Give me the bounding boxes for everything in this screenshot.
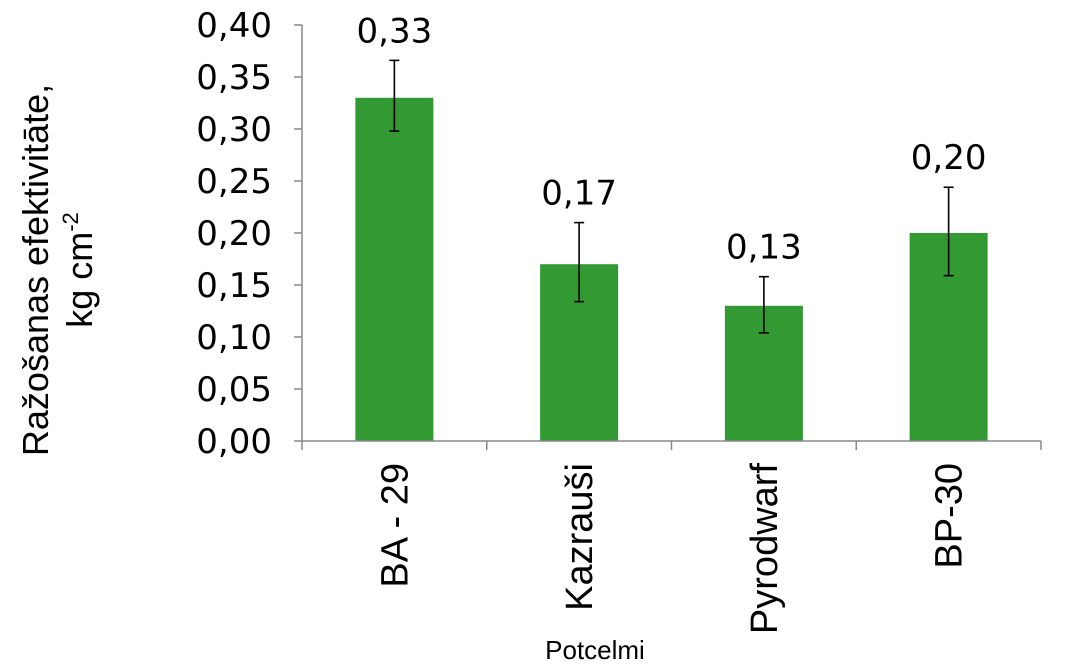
data-label: 0,13 (726, 228, 802, 268)
bar (355, 97, 434, 442)
data-label: 0,20 (911, 138, 987, 178)
axes-layer (301, 25, 1042, 450)
y-tick-label: 0,20 (196, 214, 272, 254)
x-axis-categories: BA - 29 Kazrauši Pyrodwarf BP-30 (374, 463, 970, 634)
y-axis-title: Ražošanas efektivitāte, kg cm-2 (15, 84, 100, 456)
y-tick-label: 0,35 (196, 58, 272, 98)
x-axis-title: Potcelmi (545, 635, 645, 665)
x-category-label: Pyrodwarf (744, 463, 786, 634)
y-tick-label: 0,10 (196, 318, 272, 358)
y-tick-label: 0,15 (196, 266, 272, 306)
data-label: 0,33 (357, 11, 433, 51)
bars-layer (355, 97, 988, 442)
y-tick-label: 0,00 (196, 422, 272, 462)
x-category-label: BP-30 (929, 463, 971, 569)
data-label: 0,17 (541, 174, 617, 214)
y-axis-title-line1: Ražošanas efektivitāte, (15, 84, 56, 456)
y-tick-label: 0,30 (196, 110, 272, 150)
y-tick-label: 0,40 (196, 6, 272, 46)
x-category-label: Kazrauši (559, 463, 601, 611)
data-labels-layer: 0,33 0,17 0,13 0,20 (357, 11, 987, 267)
y-tick-label: 0,25 (196, 162, 272, 202)
y-axis-unit-exponent: -2 (58, 212, 83, 232)
error-bars-layer (389, 59, 954, 334)
y-axis-unit: kg cm (59, 232, 100, 328)
x-category-label: BA - 29 (374, 463, 416, 588)
y-axis-ticks: 0,00 0,05 0,10 0,15 0,20 0,25 0,30 0,35 0,40 (196, 6, 302, 462)
y-axis-title-line2: kg cm-2 (58, 212, 100, 328)
y-tick-label: 0,05 (196, 370, 272, 410)
